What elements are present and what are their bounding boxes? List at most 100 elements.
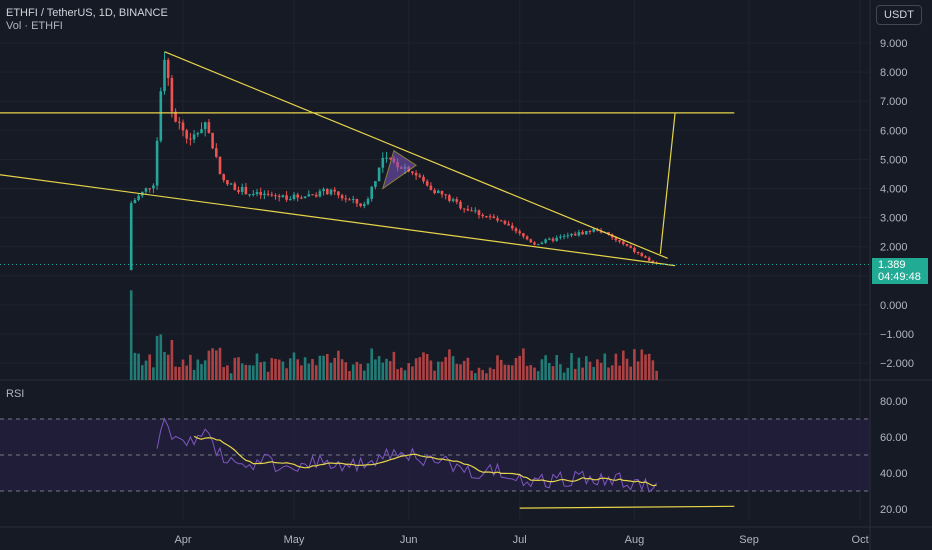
volume-bar [640,349,644,380]
candle-body [570,233,573,236]
volume-bar [185,365,188,380]
rsi-tick-label: 60.00 [880,432,908,444]
volume-bar [411,366,414,380]
candle-body [344,198,348,200]
volume-bar [285,368,288,380]
candle-body [322,189,325,192]
volume-bar [277,359,281,380]
rsi-trendline [519,505,735,509]
candle-body [252,194,255,196]
volume-bar [355,361,359,380]
volume-bar [181,359,185,380]
time-tick-label: Oct [852,534,869,546]
volume-bar [133,352,137,380]
candle-body [248,194,251,196]
candle-body [522,233,525,237]
candle-body [259,191,262,196]
candle-body [129,203,133,270]
candle-body [226,180,229,185]
volume-bar [433,370,436,380]
candle-body [503,220,507,224]
candle-body [629,245,632,248]
volume-bar [170,339,174,380]
candle-body [651,260,655,263]
volume-bar [462,360,466,380]
volume-bar [570,353,573,380]
volume-bar [437,361,440,380]
candle-body [337,191,340,196]
candle-body [381,157,385,168]
candle-body [614,237,618,241]
candle-body [137,195,140,201]
candle-body [185,130,188,139]
last-price-value: 1.389 [878,259,906,271]
volume-bar [152,367,155,380]
volume-bar [385,358,388,380]
volume-bar [425,354,429,380]
candle-body [514,228,518,232]
volume-bar [636,361,640,380]
volume-bar [222,367,225,380]
candle-body [366,198,370,205]
volume-bar [400,367,403,380]
volume-bar [388,361,392,380]
volume-bar [418,357,422,380]
volume-bar [529,365,533,380]
rsi-tick-label: 40.00 [880,468,908,480]
candle-body [440,190,444,195]
candle-body [636,252,640,254]
volume-bar [481,370,484,380]
candle-body [548,238,551,240]
rsi-tick-label: 20.00 [880,504,908,516]
volume-bar [573,368,577,380]
candle-body [585,230,588,235]
candle-body [633,247,636,253]
volume-bar [474,373,477,380]
volume-bar [485,373,488,380]
trendlines [0,51,870,509]
volume-bar [625,358,629,380]
candle-body [448,195,451,201]
volume-bar [492,369,496,380]
volume-bar [644,354,647,380]
candle-body [577,232,581,236]
rsi-plot [0,417,870,493]
volume-bar [514,357,518,380]
candle-body [477,210,481,215]
candle-body [559,236,562,238]
volume-bar [233,357,237,380]
volume-bar [344,362,348,380]
volume-bar [363,370,366,380]
rsi-legend: RSI [6,388,25,400]
volume-bar [370,348,373,380]
candle-body [181,122,185,131]
currency-button[interactable]: USDT [876,5,922,25]
candle-body [496,218,499,221]
bar-countdown: 04:49:48 [878,271,921,283]
volume-bar [289,358,292,380]
volume-bar [655,370,658,380]
candle-body [244,186,248,195]
candle-body [540,242,544,245]
candle-body [266,193,270,195]
price-tick-label: 6.000 [880,125,908,137]
candle-body [178,121,181,123]
volume-bar [266,371,270,380]
candle-body [300,197,303,199]
candle-body [348,199,351,201]
volume-bar [311,358,314,380]
price-tick-label: 3.000 [880,213,908,225]
candle-body [215,148,218,157]
volume-bar [562,372,566,380]
candle-body [263,193,266,196]
volume-bar [148,354,151,380]
volume-bar [189,354,192,380]
volume-bar [196,359,200,380]
candle-body [385,157,388,159]
volume-bar [296,359,299,380]
candle-body [459,201,462,209]
candle-body [418,175,422,177]
volume-bar [607,367,610,380]
candle-body [311,194,314,196]
